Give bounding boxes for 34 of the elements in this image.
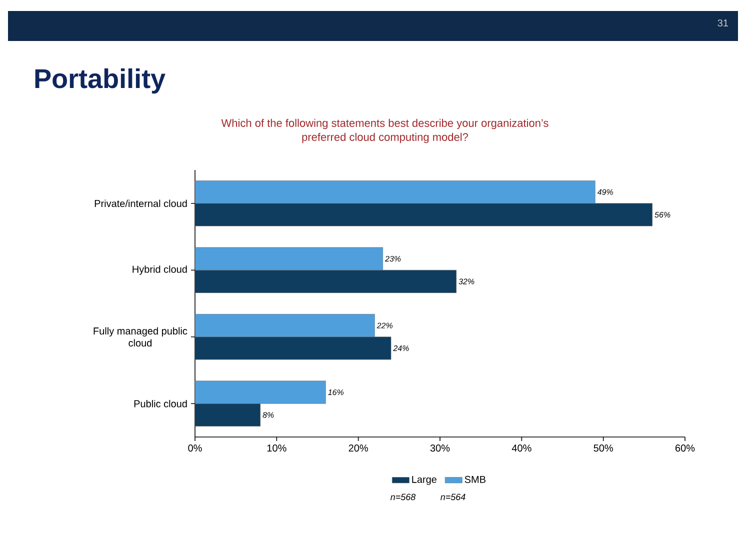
data-label: 23% <box>384 256 401 262</box>
bar <box>195 380 326 404</box>
bar <box>195 314 375 338</box>
x-tick-label: 30% <box>430 444 450 452</box>
text: n=564 <box>440 494 466 500</box>
data-label: 22% <box>376 322 393 328</box>
bar <box>195 203 652 226</box>
y-tick-label: Public cloud <box>134 400 187 408</box>
data-label: 24% <box>393 345 409 352</box>
data-label: 49% <box>597 189 614 195</box>
x-tick-label: 60% <box>675 444 695 452</box>
legend-label: Large <box>412 476 436 485</box>
text: n=568 <box>390 494 416 500</box>
chart-title: Portability <box>35 68 166 94</box>
bar <box>195 270 456 293</box>
x-tick-label: 0% <box>188 444 202 452</box>
x-tick-label: 40% <box>512 444 532 452</box>
data-label: 8% <box>262 412 274 418</box>
bar <box>195 247 383 270</box>
data-label: 32% <box>458 278 474 284</box>
data-label: 56% <box>654 212 670 218</box>
text: 31 <box>718 19 728 27</box>
x-tick-label: 50% <box>594 444 613 452</box>
data-label: 16% <box>328 389 344 396</box>
bar <box>195 336 392 360</box>
legend-label: SMB <box>464 476 486 483</box>
y-tick-label: Fully managed public cloud <box>94 327 188 347</box>
y-tick-label: Private/internal cloud <box>94 200 187 208</box>
x-tick-label: 20% <box>348 444 368 452</box>
chart-subtitle: Which of the following statements best describe your organization’s preferred cloud computing model? <box>221 118 548 144</box>
y-tick-label: Hybrid cloud <box>132 265 187 275</box>
bar <box>195 180 596 204</box>
bar <box>195 403 260 426</box>
x-tick-label: 10% <box>267 444 286 452</box>
